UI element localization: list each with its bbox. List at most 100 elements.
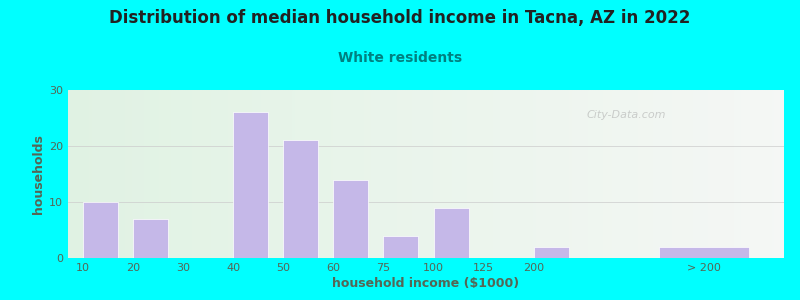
Bar xyxy=(782,90,784,258)
Bar xyxy=(92,90,94,258)
Bar xyxy=(234,112,268,258)
Bar xyxy=(381,90,383,258)
Bar xyxy=(493,90,495,258)
Bar xyxy=(767,90,770,258)
Bar xyxy=(362,90,364,258)
Bar xyxy=(770,90,772,258)
Bar xyxy=(206,90,209,258)
Bar xyxy=(643,90,646,258)
Bar xyxy=(276,90,278,258)
Bar xyxy=(388,90,390,258)
Bar xyxy=(419,90,422,258)
Bar xyxy=(779,90,782,258)
Bar xyxy=(306,90,309,258)
Bar xyxy=(588,90,590,258)
Bar xyxy=(94,90,97,258)
Bar xyxy=(135,90,138,258)
Bar xyxy=(371,90,374,258)
Bar xyxy=(646,90,648,258)
Bar xyxy=(166,90,168,258)
Bar xyxy=(658,90,660,258)
Bar xyxy=(178,90,180,258)
Bar xyxy=(617,90,619,258)
Bar xyxy=(87,90,90,258)
Bar xyxy=(398,90,400,258)
Bar xyxy=(386,90,388,258)
Bar xyxy=(405,90,407,258)
Bar xyxy=(144,90,146,258)
Bar xyxy=(318,90,321,258)
Bar xyxy=(474,90,476,258)
Bar xyxy=(302,90,304,258)
Bar xyxy=(242,90,245,258)
Bar xyxy=(204,90,206,258)
Bar xyxy=(694,90,696,258)
Bar xyxy=(665,90,667,258)
Bar xyxy=(170,90,173,258)
Bar xyxy=(209,90,211,258)
Bar xyxy=(278,90,281,258)
Bar xyxy=(233,90,235,258)
Bar xyxy=(565,90,567,258)
Bar xyxy=(691,90,694,258)
Bar xyxy=(428,90,430,258)
Bar xyxy=(297,90,299,258)
Bar xyxy=(755,90,758,258)
Bar xyxy=(114,90,116,258)
Bar xyxy=(149,90,151,258)
Bar xyxy=(514,90,517,258)
Bar xyxy=(299,90,302,258)
Bar xyxy=(99,90,102,258)
Bar xyxy=(133,219,168,258)
Bar xyxy=(772,90,774,258)
Bar xyxy=(238,90,240,258)
Bar xyxy=(106,90,109,258)
Bar xyxy=(490,90,493,258)
Bar xyxy=(760,90,762,258)
Bar xyxy=(109,90,111,258)
Bar xyxy=(450,90,452,258)
Bar xyxy=(724,90,726,258)
X-axis label: household income ($1000): household income ($1000) xyxy=(333,277,519,290)
Bar xyxy=(274,90,276,258)
Bar xyxy=(622,90,624,258)
Bar xyxy=(717,90,719,258)
Bar xyxy=(553,90,555,258)
Bar xyxy=(641,90,643,258)
Bar xyxy=(266,90,269,258)
Bar xyxy=(359,90,362,258)
Bar xyxy=(758,90,760,258)
Bar xyxy=(424,90,426,258)
Bar xyxy=(211,90,214,258)
Bar xyxy=(586,90,588,258)
Bar xyxy=(743,90,746,258)
Bar xyxy=(347,90,350,258)
Bar xyxy=(271,90,274,258)
Bar xyxy=(495,90,498,258)
Bar xyxy=(323,90,326,258)
Bar xyxy=(560,90,562,258)
Bar xyxy=(287,90,290,258)
Bar xyxy=(252,90,254,258)
Bar xyxy=(672,90,674,258)
Bar xyxy=(636,90,638,258)
Bar xyxy=(524,90,526,258)
Bar xyxy=(228,90,230,258)
Bar xyxy=(741,90,743,258)
Bar xyxy=(498,90,500,258)
Bar xyxy=(576,90,578,258)
Bar xyxy=(536,90,538,258)
Bar xyxy=(342,90,345,258)
Bar xyxy=(245,90,247,258)
Bar xyxy=(722,90,724,258)
Bar xyxy=(282,90,285,258)
Bar xyxy=(438,90,440,258)
Bar xyxy=(510,90,512,258)
Bar xyxy=(558,90,560,258)
Bar xyxy=(311,90,314,258)
Bar xyxy=(254,90,257,258)
Bar xyxy=(412,90,414,258)
Bar xyxy=(333,90,335,258)
Bar xyxy=(168,90,170,258)
Bar xyxy=(612,90,614,258)
